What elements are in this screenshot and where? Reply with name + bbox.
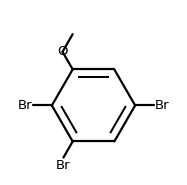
Text: Br: Br — [154, 99, 169, 112]
Text: Br: Br — [56, 159, 71, 172]
Text: O: O — [57, 45, 68, 58]
Text: Br: Br — [18, 99, 33, 112]
